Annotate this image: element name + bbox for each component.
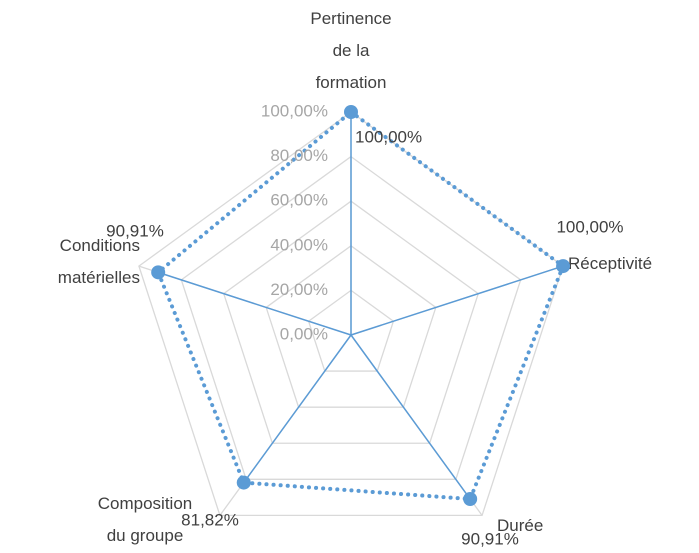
y-tick-label: 20,00% [270,280,328,299]
value-label: 90,91% [106,221,164,240]
value-label: 100,00% [556,217,623,236]
value-label: 100,00% [355,127,422,146]
value-label: 90,91% [461,529,519,548]
category-label: Réceptivité [568,254,652,273]
y-tick-label: 80,00% [270,146,328,165]
drop-line [350,334,471,500]
category-label: Pertinence de la formation [310,9,391,92]
marker [236,475,251,490]
drop-line [350,265,564,336]
series-line [155,109,566,502]
category-label: Composition du groupe [98,494,193,545]
drop-line [243,334,352,484]
grid-line [222,200,480,444]
marker [556,259,571,274]
grid-line [180,155,522,480]
marker [463,492,478,507]
y-tick-label: 60,00% [270,191,328,210]
marker [151,265,166,280]
grid-line [265,244,437,408]
drop-line [157,271,352,336]
y-tick-label: 40,00% [270,235,328,254]
category-label: Durée [497,516,543,535]
y-tick-label: 100,00% [261,101,328,120]
value-label: 81,82% [181,510,239,529]
grid-line [307,289,395,372]
category-label: Conditions matérielles [58,236,140,287]
marker [344,105,358,119]
y-tick-label: 0,00% [280,324,328,343]
